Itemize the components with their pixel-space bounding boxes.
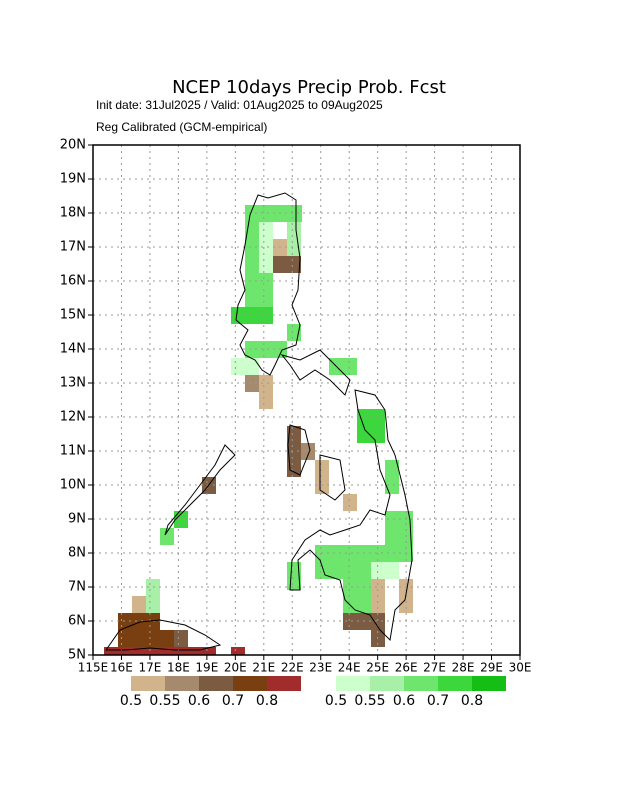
x-tick-label: 18E xyxy=(167,661,190,675)
legend-swatch xyxy=(404,676,438,691)
legend-label: 0.6 xyxy=(393,693,415,709)
x-tick-label: 30E xyxy=(509,661,532,675)
x-tick-label: 27E xyxy=(423,661,446,675)
legend-swatch xyxy=(233,676,267,691)
legend-swatch xyxy=(438,676,472,691)
y-tick-label: 8N xyxy=(68,546,86,561)
y-tick-label: 18N xyxy=(60,206,86,221)
x-tick-label: 28E xyxy=(452,661,475,675)
y-tick-label: 10N xyxy=(60,478,86,493)
subtitle: Init date: 31Jul2025 / Valid: 01Aug2025 … xyxy=(96,98,383,112)
legend-label: 0.5 xyxy=(325,693,347,709)
grid xyxy=(92,144,521,656)
legend-label: 0.7 xyxy=(222,693,244,709)
legend-label: 0.55 xyxy=(149,693,180,709)
x-tick-label: 19E xyxy=(195,661,218,675)
legend-swatch xyxy=(267,676,301,691)
legend-swatch xyxy=(131,676,165,691)
legend-swatch xyxy=(165,676,199,691)
y-tick-label: 5N xyxy=(68,648,86,663)
legend-swatch xyxy=(370,676,404,691)
y-tick-label: 12N xyxy=(60,410,86,425)
y-tick-label: 14N xyxy=(60,342,86,357)
coastline xyxy=(105,192,413,651)
x-tick-label: 17E xyxy=(139,661,162,675)
y-tick-label: 13N xyxy=(60,376,86,391)
y-tick-label: 15N xyxy=(60,308,86,323)
legend: 0.5 0.55 0.6 0.7 0.8 0.5 0.55 0.6 0.7 0.8 xyxy=(120,676,506,709)
x-tick-label: 23E xyxy=(309,661,332,675)
x-tick-label: 29E xyxy=(480,661,503,675)
x-tick-label: 115E xyxy=(78,661,109,675)
legend-label: 0.7 xyxy=(427,693,449,709)
x-tick-label: 26E xyxy=(395,661,418,675)
subtitle: Reg Calibrated (GCM-empirical) xyxy=(96,120,267,134)
legend-label: 0.5 xyxy=(120,693,142,709)
y-tick-label: 7N xyxy=(68,580,86,595)
legend-label: 0.8 xyxy=(461,693,483,709)
x-tick-label: 16E xyxy=(110,661,133,675)
y-tick-label: 11N xyxy=(60,444,86,459)
x-tick-label: 21E xyxy=(252,661,275,675)
y-tick-label: 16N xyxy=(60,274,86,289)
y-tick-label: 19N xyxy=(60,172,86,187)
y-tick-label: 20N xyxy=(60,138,86,153)
y-tick-label: 6N xyxy=(68,614,86,629)
legend-label: 0.55 xyxy=(354,693,385,709)
legend-label: 0.6 xyxy=(188,693,210,709)
chart-title: NCEP 10days Precip Prob. Fcst xyxy=(172,77,446,98)
x-tick-label: 24E xyxy=(338,661,361,675)
y-tick-label: 17N xyxy=(60,240,86,255)
x-tick-label: 25E xyxy=(366,661,389,675)
x-tick-label: 22E xyxy=(281,661,304,675)
legend-swatch xyxy=(336,676,370,691)
legend-label: 0.8 xyxy=(256,693,278,709)
y-tick-label: 9N xyxy=(68,512,86,527)
x-tick-label: 20E xyxy=(224,661,247,675)
legend-swatch xyxy=(199,676,233,691)
legend-swatch xyxy=(472,676,506,691)
plot-frame xyxy=(92,144,521,656)
